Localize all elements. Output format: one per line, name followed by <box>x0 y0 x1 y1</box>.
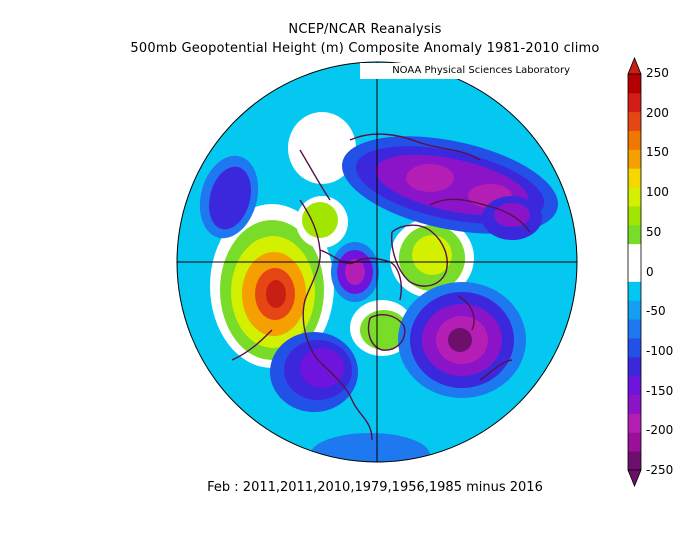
map-border <box>176 61 578 463</box>
colorbar-tick-label: -100 <box>646 343 674 358</box>
colorbar-swatch <box>628 187 641 207</box>
alaska-ridge-50 <box>302 202 338 238</box>
colorbar-tick-label: 50 <box>646 224 662 239</box>
colorbar-tick-label: 100 <box>646 185 669 200</box>
colorbar-swatch <box>628 130 641 150</box>
footer-text: Feb : 2011,2011,2010,1979,1956,1985 minu… <box>207 480 543 495</box>
colorbar <box>627 56 642 488</box>
pacific-ridge-250 <box>266 280 286 308</box>
colorbar-swatch <box>628 262 641 282</box>
na-trough-150 <box>300 348 344 388</box>
colorbar-swatch <box>628 375 641 395</box>
colorbar-tick-label: 150 <box>646 145 669 160</box>
chart-subtitle: 500mb Geopotential Height (m) Composite … <box>130 41 600 56</box>
bottom-blue-patch <box>310 433 430 462</box>
atlantic-trough-250 <box>448 328 472 352</box>
colorbar-swatch <box>628 168 641 188</box>
colorbar-min-arrow <box>627 469 642 488</box>
colorbar-swatch <box>628 224 641 245</box>
colorbar-swatch <box>628 356 641 377</box>
colorbar-swatch <box>628 394 641 414</box>
colorbar-swatch <box>628 74 641 94</box>
colorbar-swatch <box>628 111 641 131</box>
anomaly-field <box>177 62 577 462</box>
colorbar-tick-label: 200 <box>646 105 669 120</box>
colorbar-swatch <box>628 451 641 471</box>
colorbar-swatch <box>628 338 641 358</box>
colorbar-tick-label: 250 <box>646 66 669 80</box>
west-pacific-trough-100 <box>208 166 252 230</box>
colorbar-tick-label: 0 <box>646 264 654 279</box>
colorbar-tick-label: -50 <box>646 304 666 319</box>
colorbar-swatch <box>628 432 641 452</box>
colorbar-swatch <box>628 206 641 226</box>
colorbar-max-arrow <box>627 56 642 75</box>
colorbar-swatch <box>628 300 641 320</box>
chart-title: NCEP/NCAR Reanalysis <box>288 22 442 37</box>
colorbar-swatch <box>628 281 641 301</box>
colorbar-swatch <box>628 319 641 339</box>
colorbar-tick-label: -150 <box>646 383 674 398</box>
colorbar-tick-label: -200 <box>646 423 674 438</box>
arctic-white-patch <box>288 112 356 184</box>
colorbar-swatch <box>628 413 641 433</box>
colorbar-swatch <box>628 149 641 169</box>
colorbar-swatch <box>628 92 641 113</box>
coastlines <box>231 133 531 441</box>
eurasia-trough-200 <box>406 164 454 192</box>
colorbar-tick-label: -250 <box>646 463 674 477</box>
hudson-ridge-50 <box>360 310 408 350</box>
credit-label: NOAA Physical Sciences Laboratory <box>360 63 570 79</box>
arctic-trough-150 <box>345 259 365 285</box>
colorbar-swatch <box>628 243 641 263</box>
